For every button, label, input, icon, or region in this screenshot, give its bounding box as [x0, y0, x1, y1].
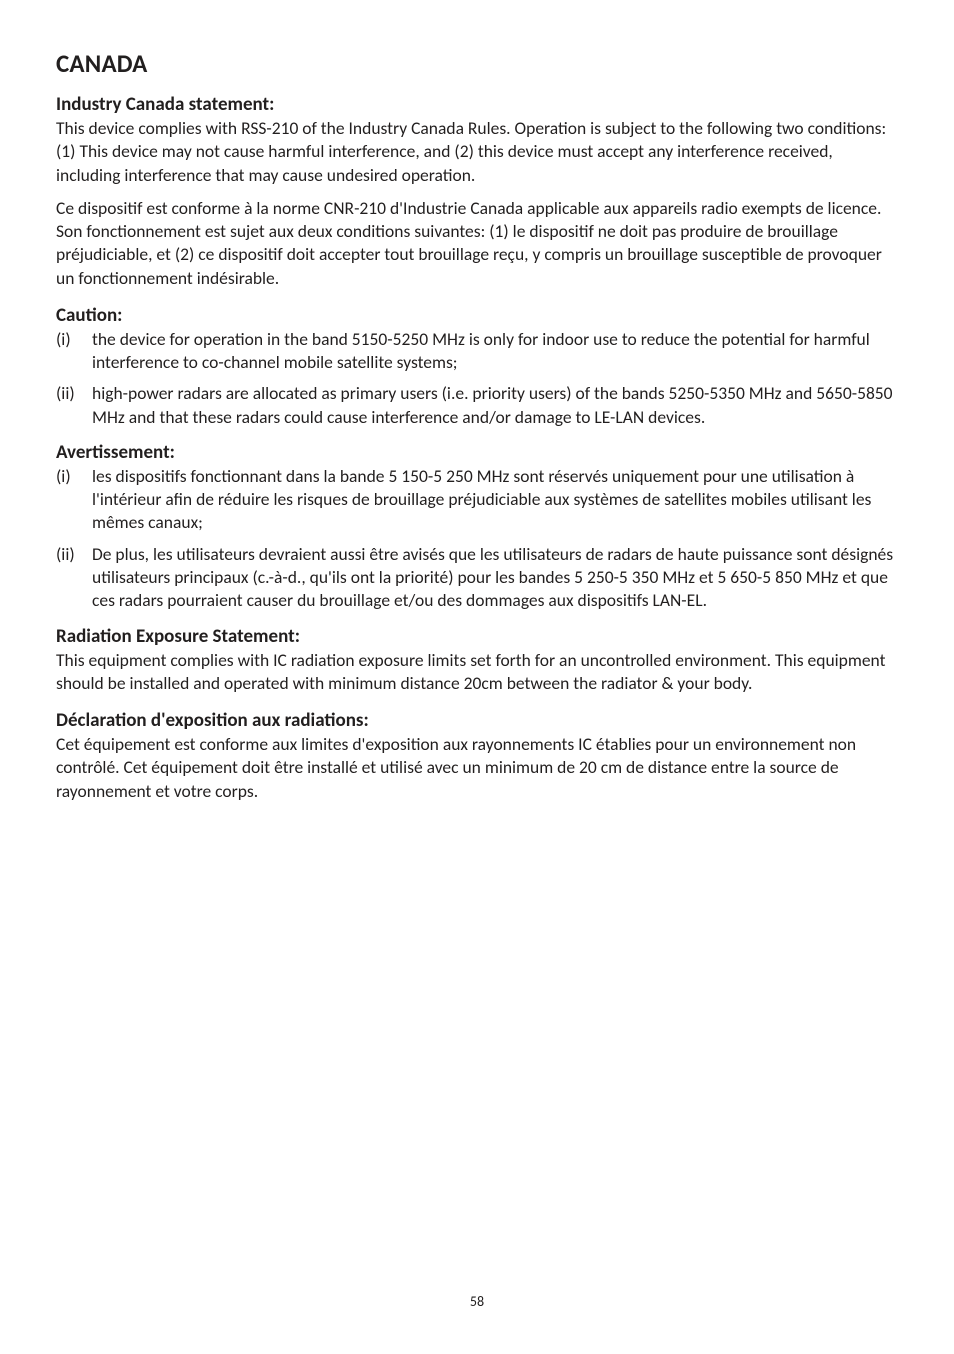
paragraph: Ce dispositif est conforme à la norme CN…: [56, 197, 898, 290]
list: (i) les dispositifs fonctionnant dans la…: [56, 465, 898, 613]
section-body: Cet équipement est conforme aux limites …: [56, 733, 898, 803]
list-text: De plus, les utilisateurs devraient auss…: [92, 543, 898, 613]
list-item: (ii) high-power radars are allocated as …: [56, 382, 898, 429]
list-item: (i) les dispositifs fonctionnant dans la…: [56, 465, 898, 535]
list-text: les dispositifs fonctionnant dans la ban…: [92, 465, 898, 535]
page-title: CANADA: [56, 48, 898, 79]
section-heading: Industry Canada statement:: [56, 93, 898, 116]
page-number: 58: [0, 1293, 954, 1310]
list: (i) the device for operation in the band…: [56, 328, 898, 429]
list-marker: (i): [56, 328, 92, 351]
list-marker: (ii): [56, 543, 92, 566]
list-item: (i) the device for operation in the band…: [56, 328, 898, 375]
paragraph: This device complies with RSS-210 of the…: [56, 117, 898, 187]
list-text: high-power radars are allocated as prima…: [92, 382, 898, 429]
list-marker: (i): [56, 465, 92, 488]
list-marker: (ii): [56, 382, 92, 405]
section-heading: Avertissement:: [56, 441, 898, 464]
paragraph: Cet équipement est conforme aux limites …: [56, 733, 898, 803]
list-item: (ii) De plus, les utilisateurs devraient…: [56, 543, 898, 613]
paragraph: This equipment complies with IC radiatio…: [56, 649, 898, 696]
section-body: This device complies with RSS-210 of the…: [56, 117, 898, 290]
section-body: This equipment complies with IC radiatio…: [56, 649, 898, 696]
section-heading: Radiation Exposure Statement:: [56, 625, 898, 648]
list-text: the device for operation in the band 515…: [92, 328, 898, 375]
section-heading: Déclaration d'exposition aux radiations:: [56, 709, 898, 732]
section-heading: Caution:: [56, 304, 898, 327]
